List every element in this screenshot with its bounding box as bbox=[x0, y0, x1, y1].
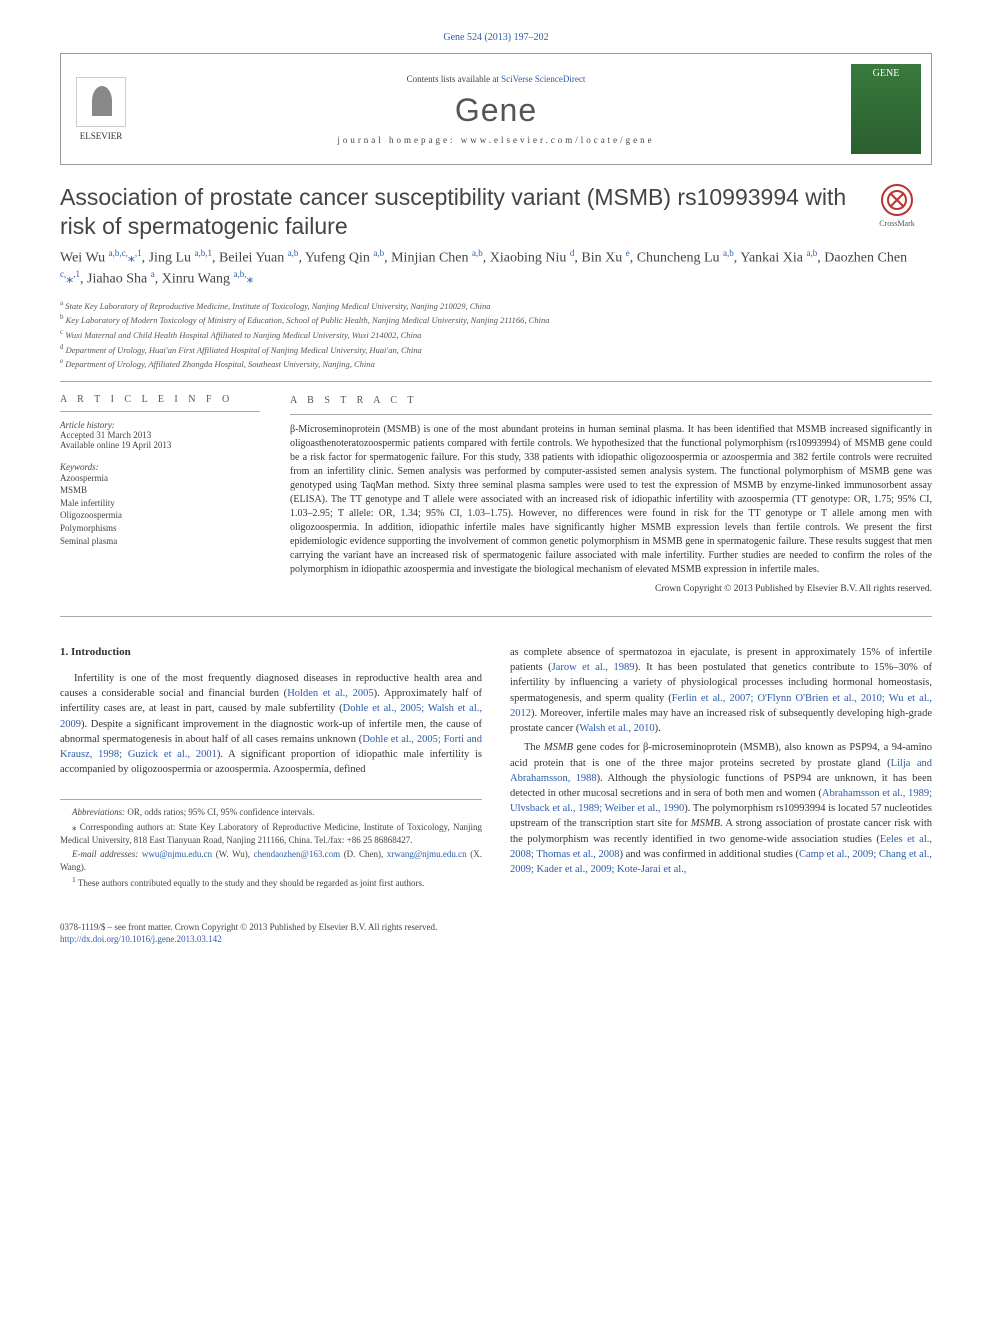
intro-text: ). bbox=[655, 723, 661, 734]
ref-link[interactable]: Walsh et al., 2010 bbox=[579, 723, 654, 734]
homepage-url[interactable]: www.elsevier.com/locate/gene bbox=[461, 135, 655, 145]
journal-header-box: ELSEVIER Contents lists available at Sci… bbox=[60, 53, 932, 165]
email-link[interactable]: chendaozhen@163.com bbox=[254, 849, 341, 859]
email-link[interactable]: wwu@njmu.edu.cn bbox=[142, 849, 212, 859]
intro-p3: The MSMB gene codes for β-microseminopro… bbox=[510, 740, 932, 877]
section-heading-intro: 1. Introduction bbox=[60, 645, 482, 661]
intro-text: ) and was confirmed in additional studie… bbox=[620, 849, 799, 860]
ref-link[interactable]: Holden et al., 2005 bbox=[287, 688, 373, 699]
affiliation-line: a State Key Laboratory of Reproductive M… bbox=[60, 298, 932, 313]
contents-available-line: Contents lists available at SciVerse Sci… bbox=[141, 74, 851, 84]
affiliation-line: e Department of Urology, Affiliated Zhon… bbox=[60, 356, 932, 371]
keyword-item: Male infertility bbox=[60, 497, 260, 510]
header-citation: Gene 524 (2013) 197–202 bbox=[60, 32, 932, 43]
accepted-date: Accepted 31 March 2013 bbox=[60, 430, 260, 440]
contents-prefix: Contents lists available at bbox=[407, 74, 501, 84]
footnote-joint-first: 1 These authors contributed equally to t… bbox=[60, 875, 482, 890]
header-center: Contents lists available at SciVerse Sci… bbox=[141, 74, 851, 145]
email-link[interactable]: xrwang@njmu.edu.cn bbox=[387, 849, 467, 859]
article-title: Association of prostate cancer susceptib… bbox=[60, 183, 862, 241]
footnote-abbrev: Abbreviations: OR, odds ratios; 95% CI, … bbox=[60, 806, 482, 819]
footer-issn: 0378-1119/$ – see front matter. Crown Co… bbox=[60, 922, 932, 934]
elsevier-tree-icon bbox=[76, 77, 126, 127]
article-info-panel: A R T I C L E I N F O Article history: A… bbox=[60, 394, 260, 596]
affiliations: a State Key Laboratory of Reproductive M… bbox=[60, 298, 932, 382]
footnote-corresponding: ⁎ Corresponding authors at: State Key La… bbox=[60, 821, 482, 846]
abstract-copyright: Crown Copyright © 2013 Published by Else… bbox=[290, 583, 932, 596]
author-list: Wei Wu a,b,c,⁎,1, Jing Lu a,b,1, Beilei … bbox=[60, 247, 932, 290]
sciencedirect-link[interactable]: SciVerse ScienceDirect bbox=[501, 74, 585, 84]
joint-text: These authors contributed equally to the… bbox=[76, 878, 425, 888]
abstract-text: β-Microseminoprotein (MSMB) is one of th… bbox=[290, 423, 932, 577]
footnotes-block: Abbreviations: OR, odds ratios; 95% CI, … bbox=[60, 799, 482, 890]
left-column: 1. Introduction Infertility is one of th… bbox=[60, 645, 482, 892]
keyword-item: Seminal plasma bbox=[60, 535, 260, 548]
intro-text: gene codes for β-microseminoprotein (MSM… bbox=[510, 742, 932, 768]
crossmark-icon bbox=[880, 183, 914, 217]
abstract-heading: A B S T R A C T bbox=[290, 394, 932, 415]
footer-doi[interactable]: http://dx.doi.org/10.1016/j.gene.2013.03… bbox=[60, 934, 932, 946]
abstract-panel: A B S T R A C T β-Microseminoprotein (MS… bbox=[290, 394, 932, 596]
journal-cover-thumbnail: GENE bbox=[851, 64, 921, 154]
intro-text: The bbox=[524, 742, 544, 753]
history-label: Article history: bbox=[60, 420, 260, 430]
affiliation-line: d Department of Urology, Huai'an First A… bbox=[60, 342, 932, 357]
elsevier-logo: ELSEVIER bbox=[61, 77, 141, 141]
footnote-abbrev-text: OR, odds ratios; 95% CI, 95% confidence … bbox=[125, 807, 314, 817]
crossmark-badge[interactable]: CrossMark bbox=[862, 183, 932, 228]
affiliation-line: b Key Laboratory of Modern Toxicology of… bbox=[60, 312, 932, 327]
email-who: (W. Wu), bbox=[212, 849, 253, 859]
right-column: as complete absence of spermatozoa in ej… bbox=[510, 645, 932, 892]
intro-p1: Infertility is one of the most frequentl… bbox=[60, 671, 482, 778]
ref-link[interactable]: Jarow et al., 1989 bbox=[552, 662, 635, 673]
keyword-item: MSMB bbox=[60, 484, 260, 497]
article-info-heading: A R T I C L E I N F O bbox=[60, 394, 260, 412]
online-date: Available online 19 April 2013 bbox=[60, 440, 260, 450]
keyword-item: Oligozoospermia bbox=[60, 509, 260, 522]
keywords-label: Keywords: bbox=[60, 462, 260, 472]
keyword-item: Polymorphisms bbox=[60, 522, 260, 535]
publisher-name: ELSEVIER bbox=[80, 131, 123, 141]
keyword-item: Azoospermia bbox=[60, 472, 260, 485]
intro-p2: as complete absence of spermatozoa in ej… bbox=[510, 645, 932, 736]
footnote-emails: E-mail addresses: wwu@njmu.edu.cn (W. Wu… bbox=[60, 848, 482, 873]
keywords-list: AzoospermiaMSMBMale infertilityOligozoos… bbox=[60, 472, 260, 548]
journal-homepage-line: journal homepage: www.elsevier.com/locat… bbox=[141, 135, 851, 145]
homepage-prefix: journal homepage: bbox=[337, 135, 460, 145]
gene-name: MSMB bbox=[544, 742, 573, 753]
footnote-abbrev-label: Abbreviations: bbox=[72, 807, 125, 817]
email-label: E-mail addresses: bbox=[72, 849, 138, 859]
body-two-columns: 1. Introduction Infertility is one of th… bbox=[60, 645, 932, 892]
page-footer: 0378-1119/$ – see front matter. Crown Co… bbox=[60, 922, 932, 945]
gene-name: MSMB bbox=[691, 818, 720, 829]
affiliation-line: c Wuxi Maternal and Child Health Hospita… bbox=[60, 327, 932, 342]
crossmark-label: CrossMark bbox=[879, 219, 915, 228]
intro-text: ). Moreover, infertile males may have an… bbox=[510, 708, 932, 734]
corr-text: Corresponding authors at: State Key Labo… bbox=[60, 822, 482, 845]
journal-name: Gene bbox=[141, 92, 851, 129]
email-who: (D. Chen), bbox=[340, 849, 387, 859]
